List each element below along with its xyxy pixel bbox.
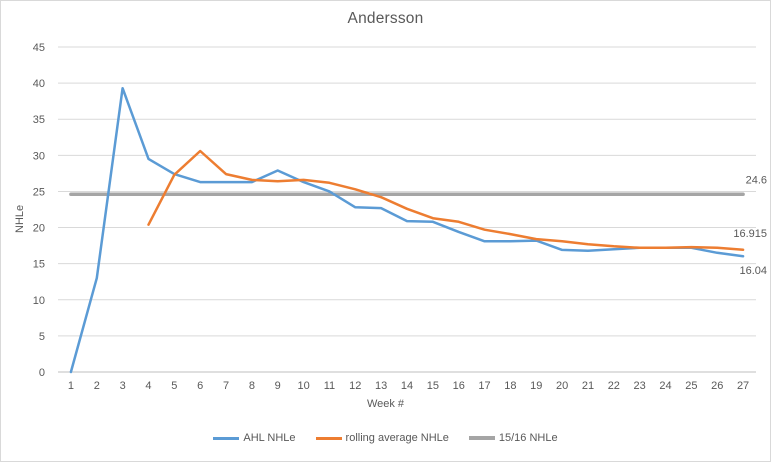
x-tick-label: 2 bbox=[94, 380, 100, 392]
x-axis-title: Week # bbox=[366, 398, 405, 410]
x-tick-label: 20 bbox=[556, 380, 568, 392]
legend-item-rolling-average-nhle: rolling average NHLe bbox=[315, 432, 449, 444]
series-line-rolling-average-nhle bbox=[147, 149, 745, 252]
x-tick-label: 12 bbox=[349, 380, 361, 392]
y-tick-label: 5 bbox=[39, 331, 45, 343]
y-tick-label: 30 bbox=[33, 150, 45, 162]
x-tick-label: 16 bbox=[453, 380, 465, 392]
y-tick-label: 15 bbox=[33, 259, 45, 271]
x-tick-label: 14 bbox=[401, 380, 413, 392]
y-tick-label: 10 bbox=[33, 295, 45, 307]
x-tick-label: 25 bbox=[685, 380, 697, 392]
legend: AHL NHLe rolling average NHLe 15/16 NHLe bbox=[1, 432, 770, 444]
y-tick-label: 20 bbox=[33, 223, 45, 235]
y-axis-title: NHLe bbox=[14, 204, 26, 233]
x-tick-label: 7 bbox=[223, 380, 229, 392]
x-tick-label: 8 bbox=[249, 380, 255, 392]
x-tick-label: 17 bbox=[478, 380, 490, 392]
series-line-ahl-nhle bbox=[69, 86, 745, 374]
data-label: 16.04 bbox=[739, 265, 767, 277]
x-tick-label: 13 bbox=[375, 380, 387, 392]
x-tick-label: 5 bbox=[171, 380, 177, 392]
y-tick-label: 25 bbox=[33, 186, 45, 198]
x-tick-label: 19 bbox=[530, 380, 542, 392]
legend-swatch-15-16-nhle bbox=[468, 436, 495, 440]
x-tick-label: 27 bbox=[737, 380, 749, 392]
data-label: 16.915 bbox=[733, 228, 767, 240]
legend-item-ahl-nhle: AHL NHLe bbox=[213, 432, 296, 444]
y-tick-label: 40 bbox=[33, 78, 45, 90]
legend-swatch-ahl-nhle bbox=[213, 436, 240, 440]
x-tick-label: 6 bbox=[197, 380, 203, 392]
x-tick-label: 18 bbox=[504, 380, 516, 392]
data-label: 24.6 bbox=[746, 174, 767, 186]
legend-label-rolling-average-nhle: rolling average NHLe bbox=[345, 432, 449, 444]
x-tick-label: 23 bbox=[634, 380, 646, 392]
x-tick-label: 9 bbox=[275, 380, 281, 392]
x-tick-label: 3 bbox=[120, 380, 126, 392]
x-tick-label: 4 bbox=[145, 380, 151, 392]
x-tick-label: 26 bbox=[711, 380, 723, 392]
y-tick-label: 45 bbox=[33, 42, 45, 54]
legend-swatch-rolling-average-nhle bbox=[315, 436, 342, 440]
x-tick-label: 11 bbox=[324, 380, 335, 392]
y-tick-label: 0 bbox=[39, 367, 45, 379]
x-tick-label: 22 bbox=[608, 380, 620, 392]
legend-label-ahl-nhle: AHL NHLe bbox=[243, 432, 296, 444]
x-tick-label: 1 bbox=[68, 380, 74, 392]
x-tick-label: 15 bbox=[427, 380, 439, 392]
legend-item-15-16-nhle: 15/16 NHLe bbox=[468, 432, 558, 444]
y-tick-label: 35 bbox=[33, 114, 45, 126]
legend-label-15-16-nhle: 15/16 NHLe bbox=[498, 432, 558, 444]
x-tick-label: 21 bbox=[582, 380, 594, 392]
x-tick-label: 10 bbox=[297, 380, 309, 392]
x-tick-label: 24 bbox=[659, 380, 671, 392]
chart-title: Andersson bbox=[347, 10, 424, 27]
